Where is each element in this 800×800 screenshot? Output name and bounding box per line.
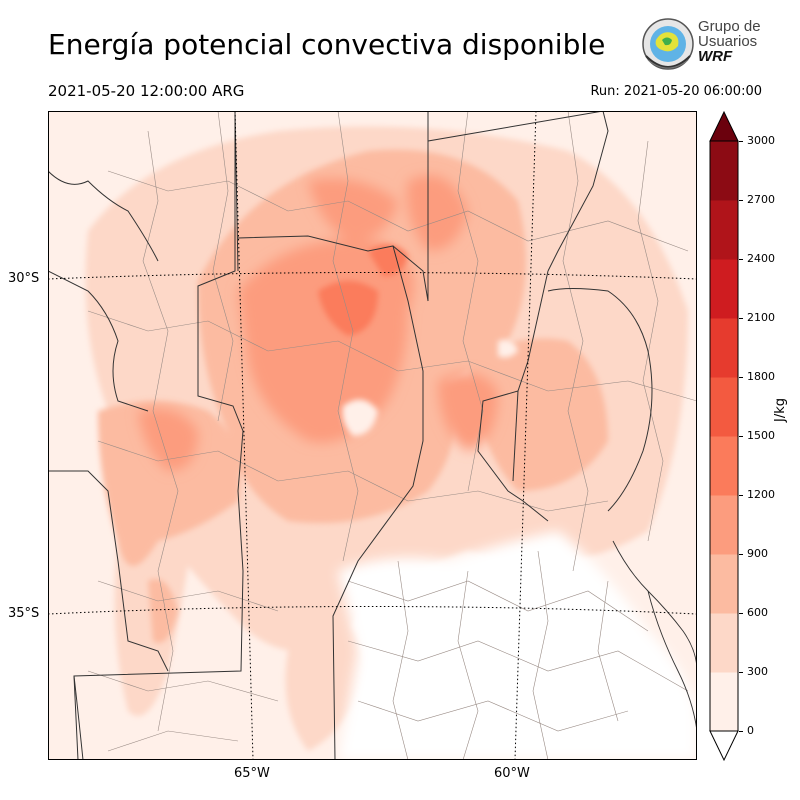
lon-label-65w: 65°W	[234, 766, 270, 781]
logo-line-3: WRF	[698, 48, 733, 65]
colorbar-tick-mark	[739, 376, 743, 378]
colorbar-tick-mark	[739, 435, 743, 437]
colorbar-tick-mark	[739, 671, 743, 673]
graticule-65w	[234, 111, 254, 760]
colorbar-segment	[710, 672, 738, 732]
colorbar-tick-mark	[739, 553, 743, 555]
colorbar-tick-mark	[739, 258, 743, 260]
colorbar-tick-mark	[739, 199, 743, 201]
colorbar-segment	[710, 200, 738, 260]
graticule-60w	[514, 111, 537, 760]
colorbar-tick-label: 900	[747, 547, 768, 560]
map-frame	[48, 111, 697, 760]
colorbar-segment	[710, 613, 738, 673]
colorbar-segment	[710, 318, 738, 378]
colorbar-tick-label: 1200	[747, 488, 775, 501]
logo-line-1: Grupo de	[698, 18, 761, 35]
logo-line-2: Usuarios	[698, 33, 758, 50]
colorbar-tick-label: 1500	[747, 429, 775, 442]
colorbar-segment	[710, 554, 738, 614]
valid-time: 2021-05-20 12:00:00 ARG	[48, 82, 245, 100]
lat-label-30s: 30°S	[8, 271, 40, 286]
cape-map	[48, 111, 697, 760]
coastline	[612, 540, 697, 732]
colorbar-tick-label: 2400	[747, 252, 775, 265]
wrf-users-logo: Grupo de Usuarios WRF	[638, 16, 763, 76]
cape-level-1200-1500	[318, 244, 408, 336]
colorbar-tick-label: 3000	[747, 134, 775, 147]
colorbar-unit: J/kg	[773, 398, 788, 422]
colorbar-tick-mark	[739, 612, 743, 614]
graticule	[48, 111, 697, 760]
colorbar-tick-label: 1800	[747, 370, 775, 383]
province-boundaries	[48, 111, 653, 760]
lon-label-60w: 60°W	[494, 766, 530, 781]
lat-label-35s: 35°S	[8, 606, 40, 621]
colorbar-segment	[710, 259, 738, 319]
colorbar-tick-mark	[739, 494, 743, 496]
colorbar-segment	[710, 436, 738, 496]
colorbar-tick-label: 2700	[747, 193, 775, 206]
colorbar-segment	[710, 495, 738, 555]
colorbar-tick-label: 600	[747, 606, 768, 619]
globe-logo-icon	[642, 18, 694, 70]
colorbar-tick-mark	[739, 317, 743, 319]
graticule-35s	[48, 606, 697, 615]
page-title: Energía potencial convectiva disponible	[48, 28, 606, 61]
colorbar-tick-mark	[739, 140, 743, 142]
department-boundaries	[87, 111, 697, 760]
colorbar-tick-label: 300	[747, 665, 768, 678]
map-canvas	[48, 111, 697, 760]
colorbar-tick-label: 2100	[747, 311, 775, 324]
colorbar-under-arrow	[709, 730, 739, 762]
colorbar-segment	[710, 141, 738, 201]
colorbar-tick-label: 0	[747, 724, 754, 737]
colorbar-tick-mark	[739, 730, 743, 732]
colorbar-graphic	[709, 110, 739, 762]
colorbar-over-arrow	[709, 110, 739, 142]
colorbar-segment	[710, 377, 738, 437]
colorbar-frame	[709, 140, 739, 732]
graticule-30s	[48, 272, 697, 280]
cape-low-spots	[342, 339, 518, 436]
colorbar	[709, 110, 739, 762]
run-time: Run: 2021-05-20 06:00:00	[590, 84, 762, 99]
